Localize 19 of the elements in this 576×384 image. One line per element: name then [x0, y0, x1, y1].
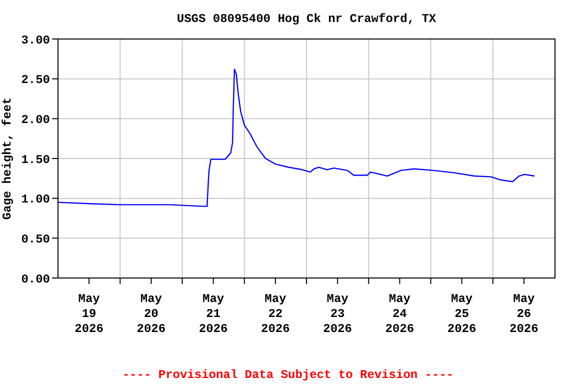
x-tick-label: May 19 2026	[74, 292, 104, 336]
y-tick-label: 0.50	[21, 232, 50, 246]
text: ---- Provisional Data Subject to Revision ----	[121, 368, 455, 382]
y-tick-label: 2.50	[21, 73, 50, 88]
x-tick-label: May 24 2026	[385, 292, 414, 336]
y-tick-label: 1.00	[21, 192, 50, 207]
y-tick-label: 2.00	[21, 112, 50, 127]
y-axis-title: Gage height, feet	[0, 97, 14, 220]
x-tick-label: May 22 2026	[261, 292, 290, 336]
x-tick-label: May 20 2026	[136, 292, 166, 336]
x-tick-label: May 25 2026	[447, 292, 476, 336]
y-tick-label: 1.50	[21, 152, 50, 167]
x-tick-label: May 26 2026	[510, 292, 538, 336]
x-tick-label: May 21 2026	[198, 292, 228, 336]
y-tick-label: 3.00	[21, 33, 50, 48]
y-tick-label: 0.00	[21, 272, 50, 286]
chart-title: USGS 08095400 Hog Ck nr Crawford, TX	[176, 12, 438, 26]
line-series	[58, 68, 536, 207]
x-tick-label: May 23 2026	[323, 292, 352, 336]
